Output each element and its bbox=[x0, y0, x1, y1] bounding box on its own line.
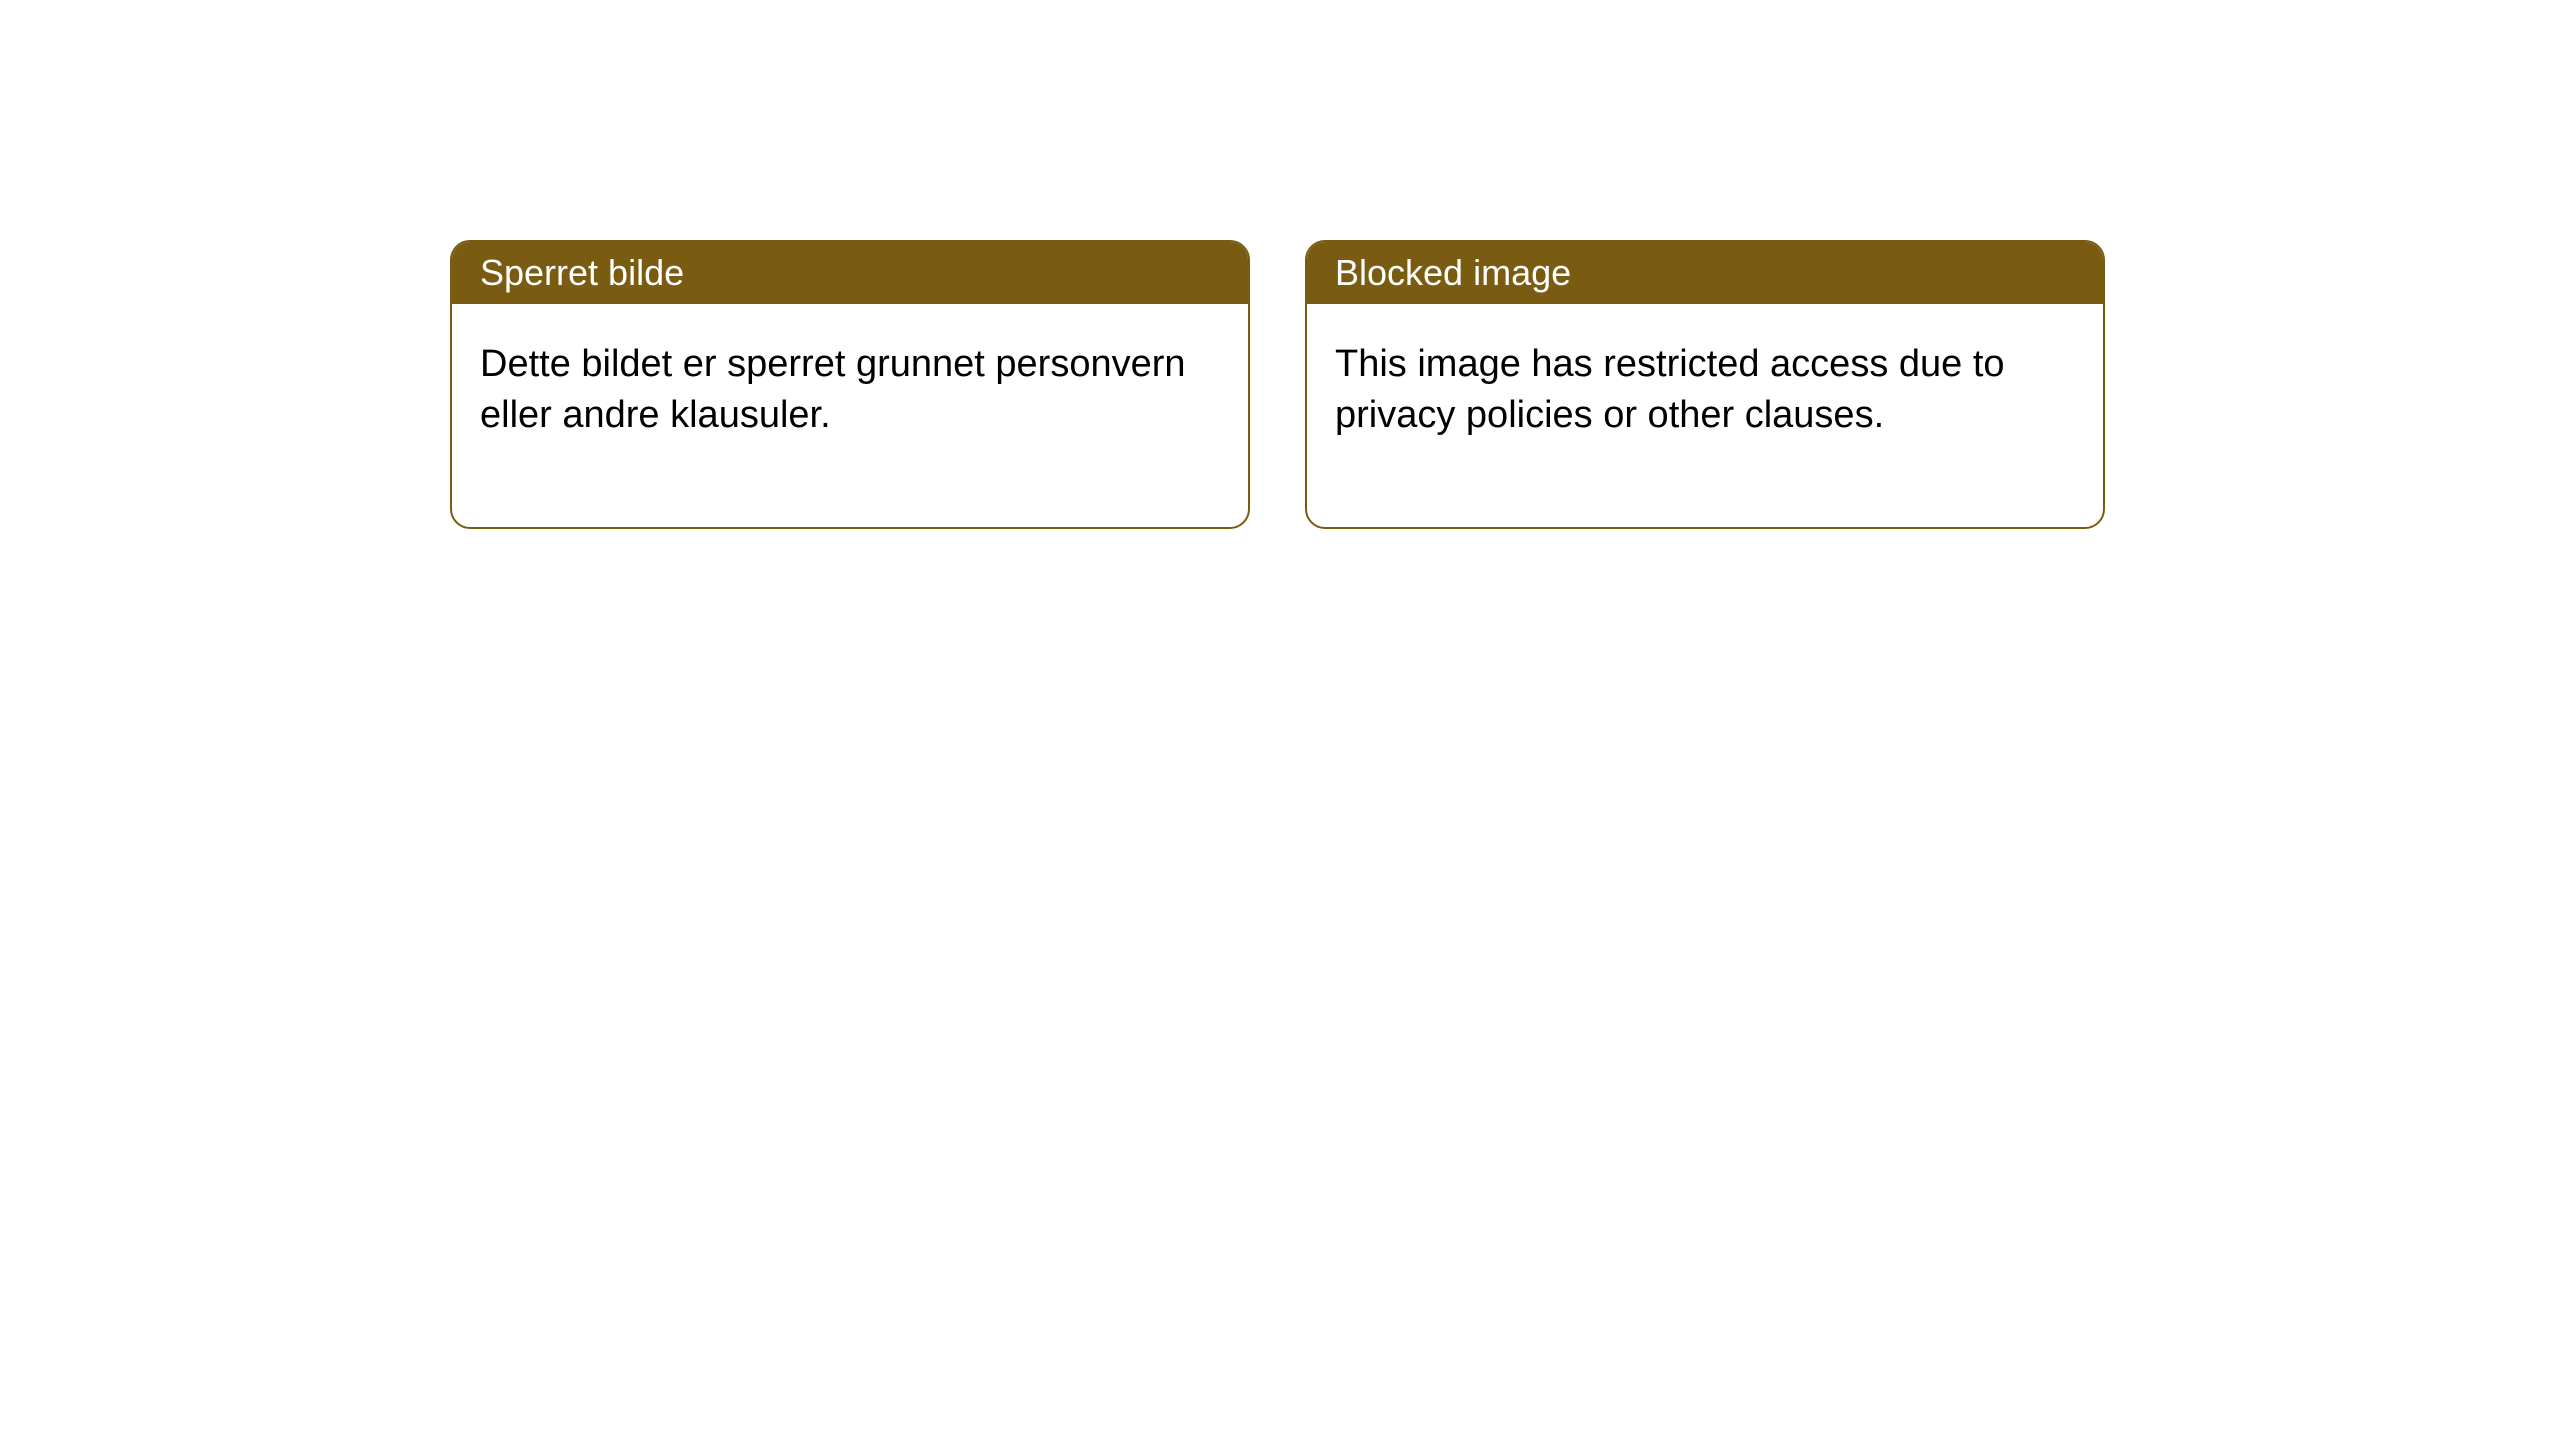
notice-container: Sperret bilde Dette bildet er sperret gr… bbox=[0, 0, 2560, 529]
notice-card-english: Blocked image This image has restricted … bbox=[1305, 240, 2105, 529]
notice-card-norwegian: Sperret bilde Dette bildet er sperret gr… bbox=[450, 240, 1250, 529]
card-header: Blocked image bbox=[1307, 242, 2103, 304]
card-header: Sperret bilde bbox=[452, 242, 1248, 304]
card-body: This image has restricted access due to … bbox=[1307, 304, 2103, 527]
card-body: Dette bildet er sperret grunnet personve… bbox=[452, 304, 1248, 527]
